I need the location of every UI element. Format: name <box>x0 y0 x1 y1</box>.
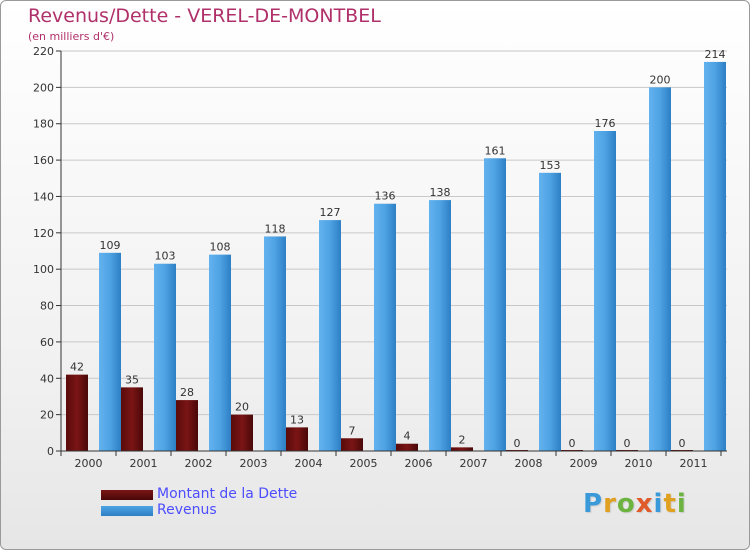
data-label-dette: 35 <box>125 373 139 386</box>
bar-revenus <box>649 87 671 451</box>
data-label-revenus: 136 <box>375 190 396 203</box>
legend-label-revenus: Revenus <box>157 502 217 518</box>
y-tick-label: 160 <box>33 154 54 167</box>
legend-swatch-dette <box>101 490 153 500</box>
bar-revenus <box>484 158 506 452</box>
y-tick-label: 100 <box>33 263 54 276</box>
data-label-revenus: 176 <box>595 117 616 130</box>
x-tick-label: 2011 <box>680 457 708 470</box>
y-tick-label: 200 <box>33 81 54 94</box>
x-tick-label: 2000 <box>75 457 103 470</box>
bar-revenus <box>319 220 341 451</box>
y-tick-label: 40 <box>40 372 54 385</box>
bar-revenus <box>99 252 121 451</box>
chart-title: Revenus/Dette - VEREL-DE-MONTBEL <box>28 5 381 27</box>
y-tick-label: 180 <box>33 118 54 131</box>
bar-dette <box>121 387 143 451</box>
bar-revenus <box>594 131 616 451</box>
bar-revenus <box>539 172 561 451</box>
data-label-dette: 7 <box>349 424 356 437</box>
bar-revenus <box>264 236 286 451</box>
data-label-revenus: 127 <box>320 206 341 219</box>
data-label-revenus: 200 <box>650 73 671 86</box>
bar-revenus <box>429 200 451 451</box>
data-label-revenus: 108 <box>210 241 231 254</box>
data-label-revenus: 214 <box>705 48 726 61</box>
legend-swatch-revenus <box>101 506 153 516</box>
x-tick-label: 2001 <box>130 457 158 470</box>
proxiti-logo: Proxiti <box>583 489 687 519</box>
data-label-dette: 0 <box>624 437 631 450</box>
data-label-dette: 20 <box>235 401 249 414</box>
bar-dette <box>341 438 363 451</box>
data-label-revenus: 103 <box>155 250 176 263</box>
x-tick-label: 2004 <box>295 457 323 470</box>
data-label-dette: 42 <box>70 361 84 374</box>
y-tick-label: 120 <box>33 227 54 240</box>
x-tick-label: 2008 <box>515 457 543 470</box>
bar-dette <box>66 374 88 451</box>
x-tick-label: 2005 <box>350 457 378 470</box>
data-label-dette: 0 <box>679 437 686 450</box>
data-label-dette: 0 <box>514 437 521 450</box>
x-tick-label: 2003 <box>240 457 268 470</box>
data-label-revenus: 138 <box>430 186 451 199</box>
data-label-dette: 4 <box>404 430 411 443</box>
chart-subtitle: (en milliers d'€) <box>28 30 115 43</box>
y-tick-label: 20 <box>40 409 54 422</box>
x-tick-label: 2006 <box>405 457 433 470</box>
bar-dette <box>286 427 308 451</box>
x-tick-label: 2007 <box>460 457 488 470</box>
x-tick-label: 2009 <box>570 457 598 470</box>
data-label-dette: 28 <box>180 386 194 399</box>
data-label-revenus: 118 <box>265 222 286 235</box>
data-label-revenus: 161 <box>485 144 506 157</box>
y-tick-label: 140 <box>33 190 54 203</box>
bar-revenus <box>374 203 396 451</box>
y-tick-label: 80 <box>40 300 54 313</box>
bar-dette <box>451 447 473 451</box>
y-tick-label: 220 <box>33 45 54 58</box>
bar-revenus <box>154 263 176 451</box>
bar-revenus <box>704 61 726 452</box>
x-tick-label: 2010 <box>625 457 653 470</box>
bar-revenus <box>209 254 231 451</box>
data-label-dette: 2 <box>459 433 466 446</box>
bar-dette <box>231 414 253 451</box>
bar-dette <box>176 400 198 451</box>
x-tick-label: 2002 <box>185 457 213 470</box>
bar-dette <box>396 443 418 451</box>
data-label-revenus: 153 <box>540 159 561 172</box>
legend-label-dette: Montant de la Dette <box>157 486 298 502</box>
y-tick-label: 60 <box>40 336 54 349</box>
data-label-dette: 0 <box>569 437 576 450</box>
data-label-dette: 13 <box>290 413 304 426</box>
data-label-revenus: 109 <box>100 239 121 252</box>
y-tick-label: 0 <box>47 445 54 458</box>
